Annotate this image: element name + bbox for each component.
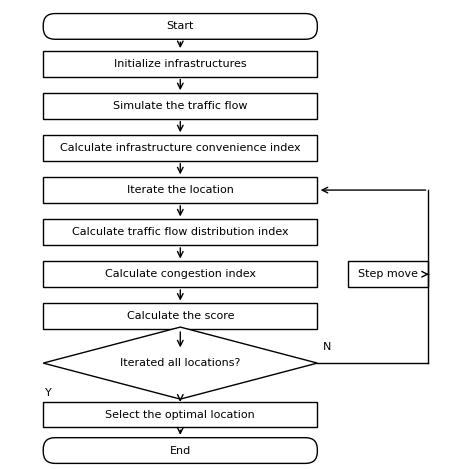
FancyBboxPatch shape	[43, 177, 318, 203]
Text: Simulate the traffic flow: Simulate the traffic flow	[113, 101, 247, 111]
FancyBboxPatch shape	[43, 303, 318, 329]
FancyBboxPatch shape	[43, 14, 318, 39]
FancyBboxPatch shape	[43, 261, 318, 287]
Text: Calculate traffic flow distribution index: Calculate traffic flow distribution inde…	[72, 227, 289, 237]
Text: Calculate the score: Calculate the score	[127, 311, 234, 321]
Text: End: End	[170, 446, 191, 455]
Text: N: N	[323, 342, 331, 352]
Text: Calculate congestion index: Calculate congestion index	[105, 269, 256, 279]
Text: Iterate the location: Iterate the location	[127, 185, 234, 195]
FancyBboxPatch shape	[43, 135, 318, 161]
FancyBboxPatch shape	[43, 93, 318, 119]
Text: Y: Y	[45, 388, 51, 399]
Text: Select the optimal location: Select the optimal location	[105, 409, 255, 420]
FancyBboxPatch shape	[43, 51, 318, 76]
FancyBboxPatch shape	[43, 401, 318, 427]
Polygon shape	[43, 327, 318, 399]
Text: Calculate infrastructure convenience index: Calculate infrastructure convenience ind…	[60, 143, 301, 153]
Text: Initialize infrastructures: Initialize infrastructures	[114, 59, 246, 69]
Text: Iterated all locations?: Iterated all locations?	[120, 358, 240, 368]
Text: Start: Start	[166, 22, 194, 31]
FancyBboxPatch shape	[43, 219, 318, 245]
FancyBboxPatch shape	[348, 261, 428, 287]
Text: Step move: Step move	[358, 269, 418, 279]
FancyBboxPatch shape	[43, 438, 318, 463]
